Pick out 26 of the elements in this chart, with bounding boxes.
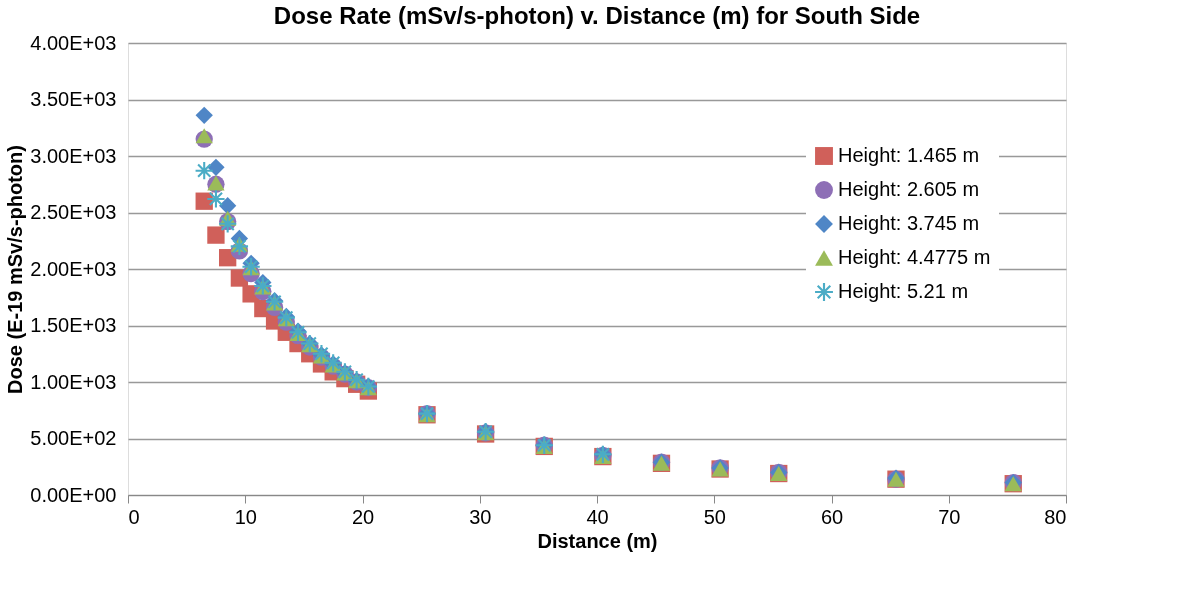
x-tick-label: 10 — [234, 505, 257, 528]
y-axis-title: Dose (E-19 mSv/s-photon) — [4, 145, 27, 394]
x-tick-label: 40 — [586, 505, 609, 528]
y-tick-label: 0.00E+00 — [30, 483, 117, 506]
y-tick-label: 3.50E+03 — [30, 88, 117, 110]
legend-label: Height: 2.605 m — [838, 178, 980, 200]
x-tick-label: 0 — [128, 505, 140, 528]
y-tick-label: 2.50E+03 — [30, 201, 117, 223]
x-tick-label: 60 — [820, 505, 844, 528]
legend-label: Height: 3.745 m — [838, 212, 980, 234]
legend-label: Height: 1.465 m — [838, 144, 980, 166]
y-tick-label: 1.50E+03 — [30, 314, 117, 336]
x-tick-label: 20 — [351, 505, 375, 528]
chart-title: Dose Rate (mSv/s-photon) v. Distance (m) for South Side — [273, 2, 921, 29]
x-tick-label: 30 — [469, 505, 492, 528]
x-tick-label: 80 — [1044, 505, 1067, 528]
x-axis-title: Distance (m) — [537, 529, 658, 552]
x-tick-label: 50 — [703, 505, 726, 528]
x-tick-label: 70 — [938, 505, 961, 528]
y-tick-label: 1.00E+03 — [30, 370, 117, 393]
y-tick-label: 5.00E+02 — [30, 427, 117, 449]
legend-label: Height: 5.21 m — [838, 280, 969, 302]
y-tick-label: 3.00E+03 — [30, 144, 117, 167]
y-tick-label: 2.00E+03 — [30, 257, 117, 280]
legend-label: Height: 4.4775 m — [838, 246, 991, 268]
y-tick-label: 4.00E+03 — [30, 31, 117, 54]
